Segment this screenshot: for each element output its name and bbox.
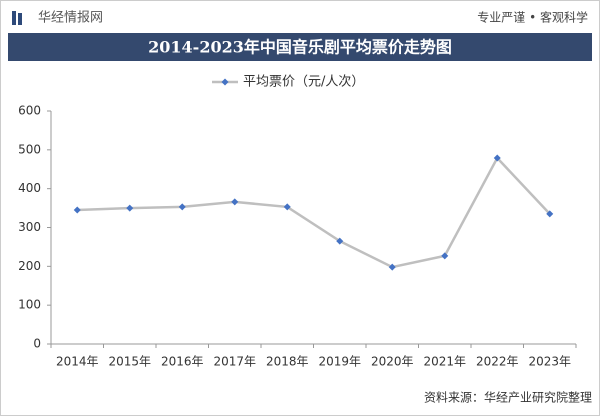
y-tick-label: 0 bbox=[33, 337, 41, 351]
x-tick-label: 2020年 bbox=[371, 355, 414, 369]
y-tick-label: 200 bbox=[18, 259, 41, 273]
x-tick-label: 2021年 bbox=[423, 355, 466, 369]
x-tick-label: 2019年 bbox=[318, 355, 361, 369]
chart-title: 2014-2023年中国音乐剧平均票价走势图 bbox=[148, 38, 452, 57]
data-point bbox=[73, 206, 81, 214]
y-tick-label: 400 bbox=[18, 181, 41, 195]
data-point bbox=[231, 198, 239, 206]
source: 资料来源：华经产业研究院整理 bbox=[424, 390, 592, 405]
legend-label: 平均票价（元/人次） bbox=[243, 74, 364, 90]
x-tick-label: 2015年 bbox=[108, 355, 151, 369]
x-tick-label: 2014年 bbox=[56, 355, 99, 369]
x-tick-label: 2016年 bbox=[161, 355, 204, 369]
data-point bbox=[388, 263, 396, 271]
legend-marker bbox=[221, 78, 229, 86]
data-point bbox=[546, 210, 554, 218]
x-tick-label: 2018年 bbox=[266, 355, 309, 369]
data-point bbox=[441, 252, 449, 260]
data-point bbox=[283, 203, 291, 211]
data-point bbox=[336, 237, 344, 245]
y-tick-label: 600 bbox=[18, 104, 41, 118]
y-tick-label: 300 bbox=[18, 220, 41, 234]
logo-text: 华经情报网 bbox=[38, 11, 103, 26]
title-bar bbox=[8, 33, 592, 61]
data-point bbox=[178, 203, 186, 211]
x-tick-label: 2017年 bbox=[213, 355, 256, 369]
logo-icon bbox=[18, 13, 22, 25]
slogan: 专业严谨 • 客观科学 bbox=[477, 10, 588, 25]
series-line bbox=[77, 155, 551, 269]
data-point bbox=[493, 154, 501, 162]
x-tick-label: 2022年 bbox=[476, 355, 519, 369]
data-point bbox=[126, 204, 134, 212]
y-tick-label: 500 bbox=[18, 142, 41, 156]
y-tick-label: 100 bbox=[18, 298, 41, 312]
logo-icon bbox=[12, 11, 16, 25]
x-tick-label: 2023年 bbox=[528, 355, 571, 369]
